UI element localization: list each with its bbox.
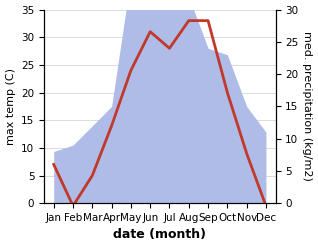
Y-axis label: max temp (C): max temp (C) — [5, 68, 16, 145]
Y-axis label: med. precipitation (kg/m2): med. precipitation (kg/m2) — [302, 31, 313, 181]
X-axis label: date (month): date (month) — [113, 228, 206, 242]
